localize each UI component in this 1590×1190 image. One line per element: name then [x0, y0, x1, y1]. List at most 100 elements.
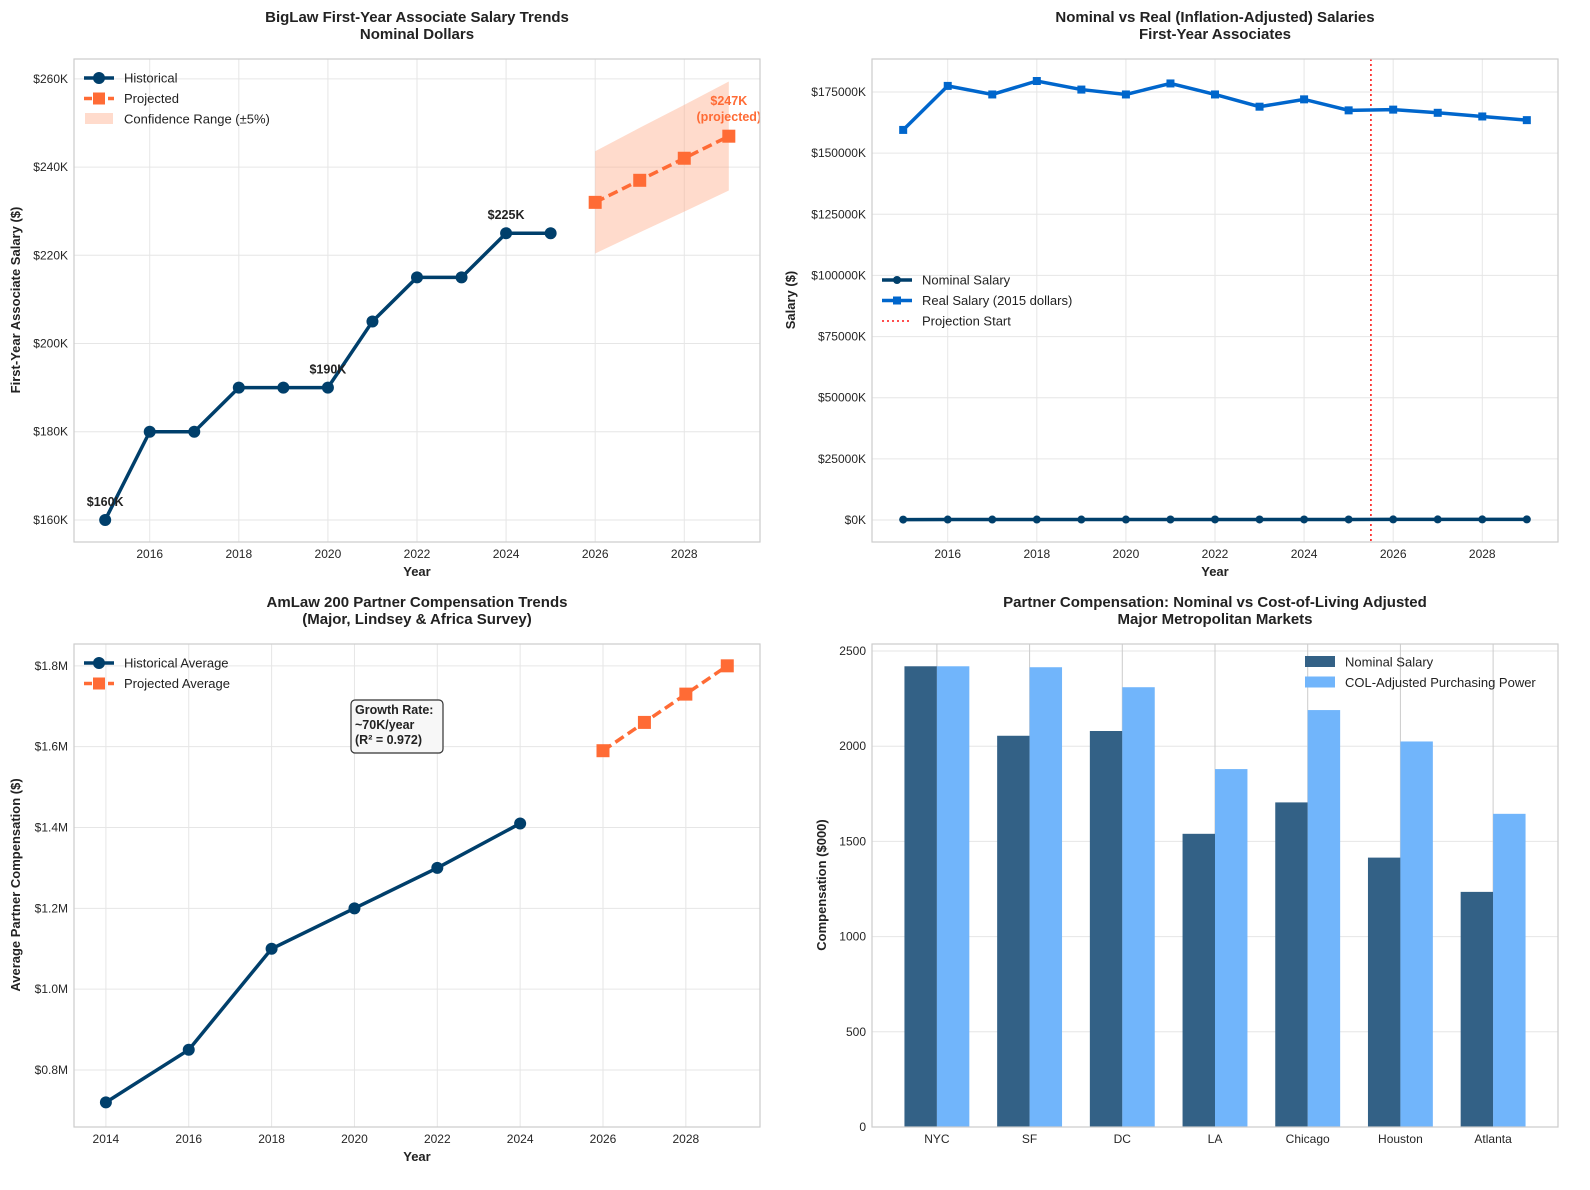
y-tick-label: $0.8M	[35, 1063, 68, 1077]
x-tick-label: 2026	[1380, 547, 1407, 561]
x-tick-label: 2028	[1469, 547, 1496, 561]
annotation: (projected)	[697, 110, 762, 124]
legend-label: Confidence Range (±5%)	[124, 112, 270, 127]
x-tick-label: 2016	[136, 547, 163, 561]
chart1-ylabel: First-Year Associate Salary ($)	[8, 207, 23, 394]
bar-chicago-nominal	[1275, 802, 1308, 1127]
data-point	[1433, 515, 1442, 524]
data-point	[1344, 106, 1353, 115]
legend-label: Projected Average	[124, 676, 230, 691]
x-tick-label: NYC	[924, 1132, 950, 1146]
x-tick-label: 2016	[175, 1132, 202, 1146]
legend: Nominal Salary COL-Adjusted Purchasing Po…	[1305, 655, 1536, 690]
data-point	[1300, 95, 1309, 104]
x-tick-label: 2028	[672, 1132, 699, 1146]
y-tick-label: $160K	[33, 513, 68, 527]
x-tick-label: 2026	[582, 547, 609, 561]
legend: Historical Average Projected Average	[84, 656, 230, 691]
data-point	[99, 1096, 112, 1109]
data-point	[1255, 515, 1264, 524]
legend-marker	[93, 657, 105, 669]
legend-label: COL-Adjusted Purchasing Power	[1345, 675, 1536, 690]
chart2-subtitle: First-Year Associates	[1139, 26, 1291, 43]
chart3: $0.8M $1.0M $1.2M $1.4M $1.6M $1.8M 2014 2016 20…	[35, 643, 761, 1146]
data-point	[366, 315, 379, 328]
data-point	[1522, 515, 1531, 524]
y-tick-label: 0	[859, 1120, 866, 1134]
plots: $160K $180K $200K $220K $240K $260K 2016 2018 20…	[33, 58, 1559, 1146]
data-point	[722, 129, 736, 143]
data-point	[182, 1043, 195, 1056]
x-tick-label: 2020	[1113, 547, 1140, 561]
legend: Nominal Salary Real Salary (2015 dollars)…	[882, 273, 1072, 329]
x-tick-label: 2018	[1023, 547, 1050, 561]
legend-swatch	[1305, 656, 1335, 667]
y-tick-label: $125000K	[811, 207, 866, 221]
data-point	[143, 425, 156, 438]
x-tick-label: LA	[1208, 1132, 1223, 1146]
data-point	[1166, 515, 1175, 524]
growth-rate-text: ~70K/year	[355, 718, 415, 732]
x-tick-label: Atlanta	[1474, 1132, 1512, 1146]
axes-frame	[871, 58, 1559, 543]
data-point	[1255, 102, 1264, 111]
growth-rate-box	[350, 699, 444, 754]
data-point	[596, 744, 610, 758]
data-point	[500, 227, 513, 240]
y-tick-label: $240K	[33, 160, 68, 174]
bar-nyc-nominal	[904, 666, 937, 1127]
legend-label: Historical	[124, 71, 178, 86]
y-tick-label: 1500	[839, 834, 866, 848]
legend-label: Nominal Salary	[922, 273, 1011, 288]
legend-swatch	[85, 113, 113, 124]
y-tick-label: $100000K	[811, 268, 866, 282]
data-point	[1522, 116, 1531, 125]
x-tick-label: 2016	[934, 547, 961, 561]
x-tick-label: 2020	[341, 1132, 368, 1146]
y-tick-label: 1000	[839, 930, 866, 944]
data-point	[232, 381, 245, 394]
data-point	[321, 381, 334, 394]
y-tick-label: $150000K	[811, 146, 866, 160]
x-tick-label: 2018	[225, 547, 252, 561]
bar-la-col-adjusted	[1215, 769, 1248, 1127]
y-tick-label: 2000	[839, 739, 866, 753]
x-tick-label: DC	[1114, 1132, 1132, 1146]
x-tick-label: 2024	[493, 547, 520, 561]
bar-houston-col-adjusted	[1400, 741, 1433, 1127]
x-tick-label: 2022	[404, 547, 431, 561]
legend-marker	[893, 276, 901, 284]
data-point	[1077, 515, 1086, 524]
bar-la-nominal	[1182, 833, 1215, 1127]
y-tick-label: $1.6M	[35, 740, 68, 754]
data-point	[637, 715, 651, 729]
y-tick-label: 2500	[839, 644, 866, 658]
annotation: $160K	[87, 495, 124, 509]
chart2-xlabel: Year	[1201, 564, 1228, 579]
bar-dc-col-adjusted	[1122, 687, 1155, 1127]
legend-label: Real Salary (2015 dollars)	[922, 293, 1072, 308]
x-tick-label: 2014	[93, 1132, 120, 1146]
x-tick-label: SF	[1022, 1132, 1037, 1146]
legend-label: Historical Average	[124, 656, 229, 671]
data-point	[988, 90, 997, 99]
y-tick-label: $260K	[33, 72, 68, 86]
y-tick-label: 500	[846, 1025, 866, 1039]
x-tick-label: 2024	[507, 1132, 534, 1146]
annotation: $225K	[488, 208, 525, 222]
series-line-2	[594, 134, 730, 204]
y-tick-label: $180K	[33, 425, 68, 439]
chart2-ylabel: Salary ($)	[783, 271, 798, 330]
data-point	[1389, 515, 1398, 524]
growth-rate-text: Growth Rate:	[355, 703, 433, 717]
data-point	[514, 817, 527, 830]
chart3-title: AmLaw 200 Partner Compensation Trends	[267, 594, 568, 611]
legend-label: Projection Start	[922, 314, 1011, 329]
bar-nyc-col-adjusted	[936, 666, 970, 1127]
data-point	[943, 81, 952, 90]
bar-houston-nominal	[1367, 857, 1401, 1127]
data-point	[265, 942, 278, 955]
x-tick-label: 2022	[424, 1132, 451, 1146]
chart4-title: Partner Compensation: Nominal vs Cost-of…	[1003, 594, 1427, 611]
